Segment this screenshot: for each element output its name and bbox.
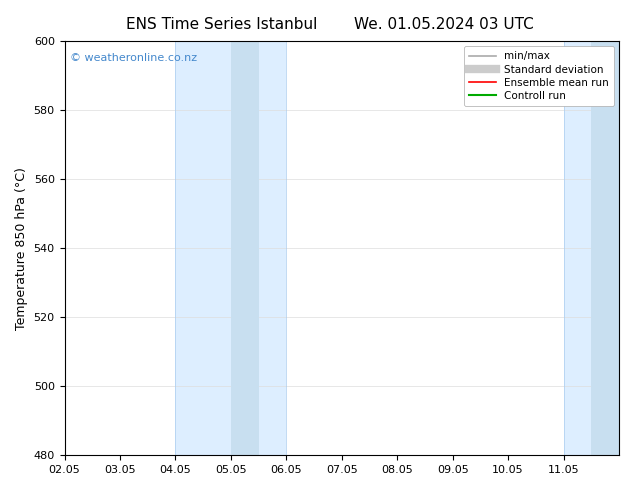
Bar [231,41,259,455]
Text: ENS Time Series Istanbul: ENS Time Series Istanbul [126,17,318,32]
Legend: min/max, Standard deviation, Ensemble mean run, Controll run: min/max, Standard deviation, Ensemble me… [464,46,614,106]
Text: We. 01.05.2024 03 UTC: We. 01.05.2024 03 UTC [354,17,534,32]
Bar [176,41,287,455]
Y-axis label: Temperature 850 hPa (°C): Temperature 850 hPa (°C) [15,167,28,330]
Bar [564,41,619,455]
Bar [592,41,619,455]
Text: © weatheronline.co.nz: © weatheronline.co.nz [70,53,197,64]
